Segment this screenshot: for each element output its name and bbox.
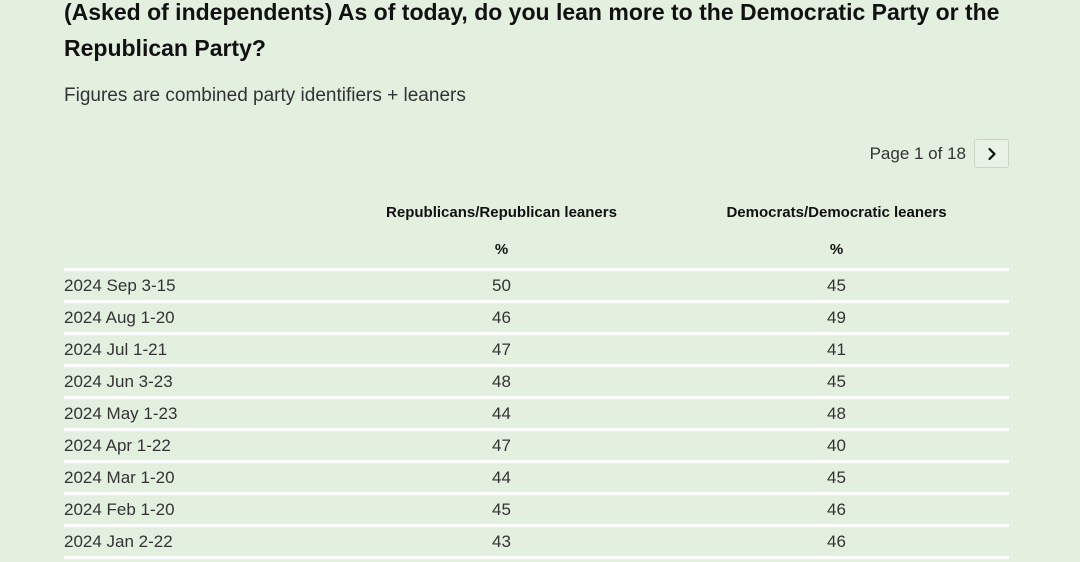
row-democrats-value: 40 bbox=[827, 435, 846, 455]
table-row: 2024 Jun 3-23 48 45 bbox=[64, 367, 1009, 399]
row-democrats-value: 41 bbox=[827, 339, 846, 359]
next-page-button[interactable] bbox=[974, 139, 1009, 168]
results-table: Republicans/Republican leaners Democrats… bbox=[64, 194, 1009, 559]
row-republicans-value: 44 bbox=[492, 403, 511, 423]
table-row: 2024 Aug 1-20 46 49 bbox=[64, 303, 1009, 335]
column-header-republicans: Republicans/Republican leaners bbox=[386, 204, 617, 221]
row-democrats-value: 45 bbox=[827, 467, 846, 487]
row-republicans-value: 44 bbox=[492, 467, 511, 487]
row-democrats-value: 49 bbox=[827, 307, 846, 327]
row-democrats-value: 45 bbox=[827, 371, 846, 391]
row-republicans-value: 47 bbox=[492, 435, 511, 455]
table-body: 2024 Sep 3-15 50 45 2024 Aug 1-20 46 49 2024 J… bbox=[64, 271, 1009, 559]
row-date: 2024 May 1-23 bbox=[64, 403, 178, 423]
page-subtitle: Figures are combined party identifiers +… bbox=[64, 85, 466, 106]
row-democrats-value: 48 bbox=[827, 403, 846, 423]
row-date: 2024 Jun 3-23 bbox=[64, 371, 173, 391]
table-header-row: Republicans/Republican leaners Democrats… bbox=[64, 194, 1009, 231]
row-republicans-value: 50 bbox=[492, 275, 511, 295]
row-date: 2024 Feb 1-20 bbox=[64, 499, 175, 519]
column-header-democrats: Democrats/Democratic leaners bbox=[726, 204, 947, 221]
row-date: 2024 Jan 2-22 bbox=[64, 531, 173, 551]
row-republicans-value: 46 bbox=[492, 307, 511, 327]
table-row: 2024 Mar 1-20 44 45 bbox=[64, 463, 1009, 495]
row-democrats-value: 46 bbox=[827, 499, 846, 519]
row-date: 2024 Aug 1-20 bbox=[64, 307, 175, 327]
unit-democrats: % bbox=[829, 241, 844, 258]
unit-republicans: % bbox=[494, 241, 509, 258]
page-indicator: Page 1 of 18 bbox=[869, 143, 966, 163]
row-republicans-value: 47 bbox=[492, 339, 511, 359]
row-date: 2024 Apr 1-22 bbox=[64, 435, 171, 455]
row-date: 2024 Jul 1-21 bbox=[64, 339, 168, 359]
table-row: 2024 Jul 1-21 47 41 bbox=[64, 335, 1009, 367]
chevron-right-icon bbox=[987, 147, 996, 160]
table-row: 2024 Jan 2-22 43 46 bbox=[64, 527, 1009, 559]
row-republicans-value: 48 bbox=[492, 371, 511, 391]
table-row: 2024 Sep 3-15 50 45 bbox=[64, 271, 1009, 303]
table-row: 2024 Apr 1-22 47 40 bbox=[64, 431, 1009, 463]
row-democrats-value: 45 bbox=[827, 275, 846, 295]
table-row: 2024 Feb 1-20 45 46 bbox=[64, 495, 1009, 527]
table-row: 2024 May 1-23 44 48 bbox=[64, 399, 1009, 431]
page-title: (Asked of independents) As of today, do … bbox=[64, 0, 1000, 61]
row-date: 2024 Mar 1-20 bbox=[64, 467, 175, 487]
row-date: 2024 Sep 3-15 bbox=[64, 275, 176, 295]
row-republicans-value: 43 bbox=[492, 531, 511, 551]
pagination: Page 1 of 18 bbox=[870, 139, 1009, 168]
row-republicans-value: 45 bbox=[492, 499, 511, 519]
table-units-row: % % bbox=[64, 231, 1009, 271]
row-democrats-value: 46 bbox=[827, 531, 846, 551]
